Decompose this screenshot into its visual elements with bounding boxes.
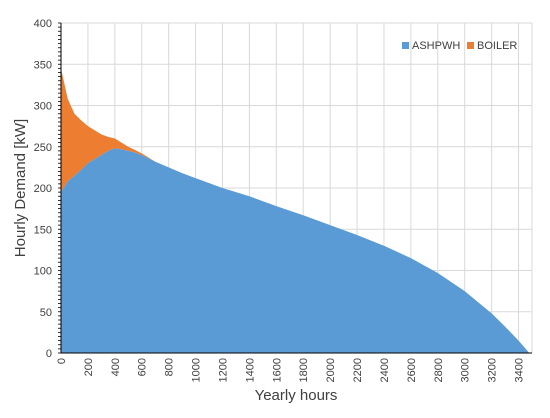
x-tick-label: 1800 [298, 358, 310, 382]
series-area-ashpwh [61, 148, 530, 353]
axes [58, 22, 532, 354]
legend: ASHPWH BOILER [402, 40, 517, 52]
y-tick-label: 50 [40, 307, 52, 319]
x-tick-label: 400 [110, 358, 122, 376]
y-tick-label: 250 [34, 142, 52, 154]
tick-labels: 0 50 100 150 200 250 300 350 400 0 200 400 600 800 100… [34, 18, 526, 382]
x-tick-label: 3400 [514, 358, 526, 382]
y-tick-label: 400 [34, 18, 52, 30]
x-tick-label: 1600 [271, 358, 283, 382]
x-axis-title: Yearly hours [255, 387, 338, 404]
x-tick-label: 2600 [406, 358, 418, 382]
y-tick-label: 0 [46, 348, 52, 360]
x-tick-label: 0 [56, 358, 68, 364]
y-tick-label: 100 [34, 266, 52, 278]
x-tick-label: 2800 [433, 358, 445, 382]
x-tick-label: 200 [83, 358, 95, 376]
y-tick-label: 350 [34, 59, 52, 71]
x-tick-label: 1400 [244, 358, 256, 382]
x-tick-label: 2000 [325, 358, 337, 382]
x-tick-label: 1200 [217, 358, 229, 382]
x-tick-label: 3000 [460, 358, 472, 382]
y-tick-label: 150 [34, 224, 52, 236]
x-tick-label: 1000 [191, 358, 203, 382]
x-tick-label: 2200 [352, 358, 364, 382]
x-tick-label: 3200 [487, 358, 499, 382]
x-tick-label: 600 [137, 358, 149, 376]
x-tick-label: 800 [164, 358, 176, 376]
legend-label-boiler: BOILER [477, 40, 517, 52]
legend-swatch-ashpwh [402, 42, 409, 49]
legend-label-ashpwh: ASHPWH [412, 40, 460, 52]
y-axis-title: Hourly Demand [kW] [12, 119, 29, 257]
legend-swatch-boiler [467, 42, 474, 49]
plot-area [61, 68, 530, 353]
x-tick-label: 2400 [379, 358, 391, 382]
y-tick-label: 300 [34, 101, 52, 113]
y-tick-label: 200 [34, 183, 52, 195]
